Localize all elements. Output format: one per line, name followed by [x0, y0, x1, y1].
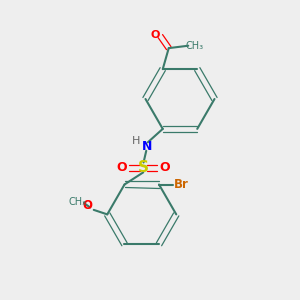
Text: CH₃: CH₃: [186, 41, 204, 51]
Text: O: O: [160, 161, 170, 174]
Text: O: O: [150, 30, 160, 40]
Text: O: O: [83, 200, 93, 212]
Text: CH₃: CH₃: [69, 197, 87, 207]
Text: N: N: [142, 140, 152, 153]
Text: Br: Br: [173, 178, 188, 191]
Text: O: O: [116, 161, 127, 174]
Text: S: S: [138, 160, 149, 175]
Text: H: H: [132, 136, 140, 146]
